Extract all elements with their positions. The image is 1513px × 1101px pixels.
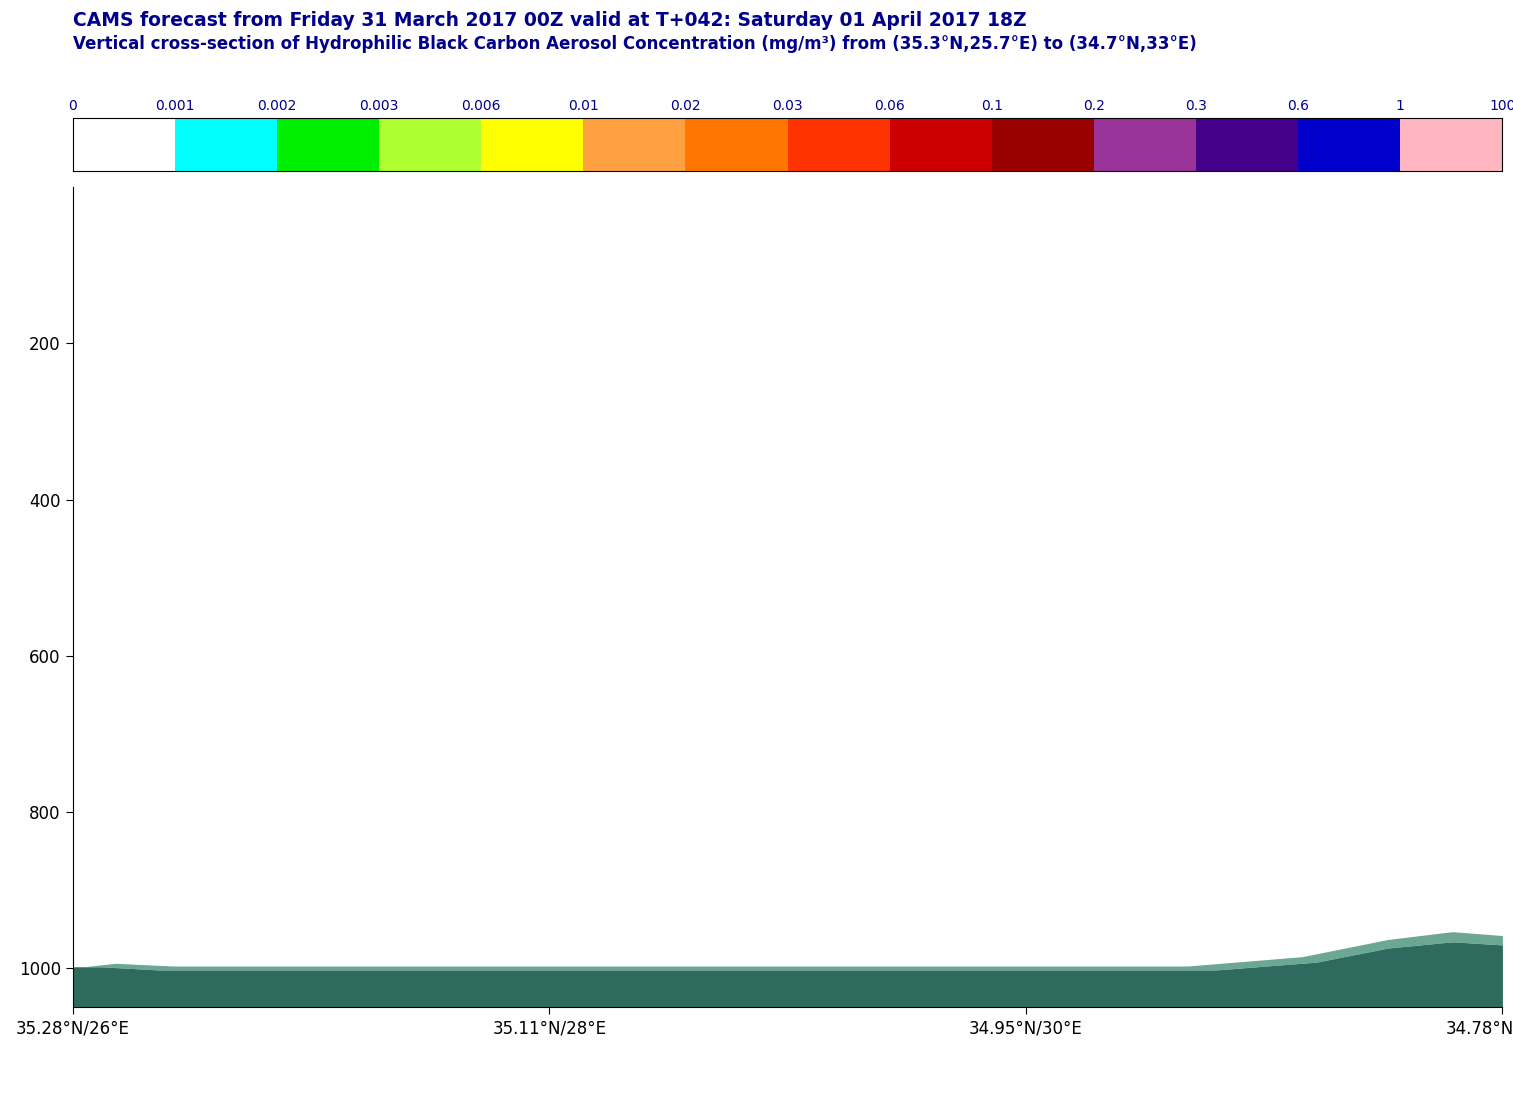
Bar (378, 118, 481, 171)
Bar (685, 118, 787, 171)
Bar (993, 118, 1094, 171)
Text: Vertical cross-section of Hydrophilic Black Carbon Aerosol Concentration (mg/m³): Vertical cross-section of Hydrophilic Bl… (73, 35, 1197, 53)
Bar (277, 118, 378, 171)
Bar (1195, 118, 1298, 171)
Bar (73, 118, 174, 171)
Bar (1400, 118, 1502, 171)
Bar (481, 118, 583, 171)
Text: CAMS forecast from Friday 31 March 2017 00Z valid at T+042: Saturday 01 April 20: CAMS forecast from Friday 31 March 2017 … (73, 11, 1026, 30)
Bar (174, 118, 277, 171)
Bar (787, 118, 890, 171)
Bar (583, 118, 685, 171)
Bar (890, 118, 993, 171)
Bar (1094, 118, 1195, 171)
Bar (1298, 118, 1400, 171)
